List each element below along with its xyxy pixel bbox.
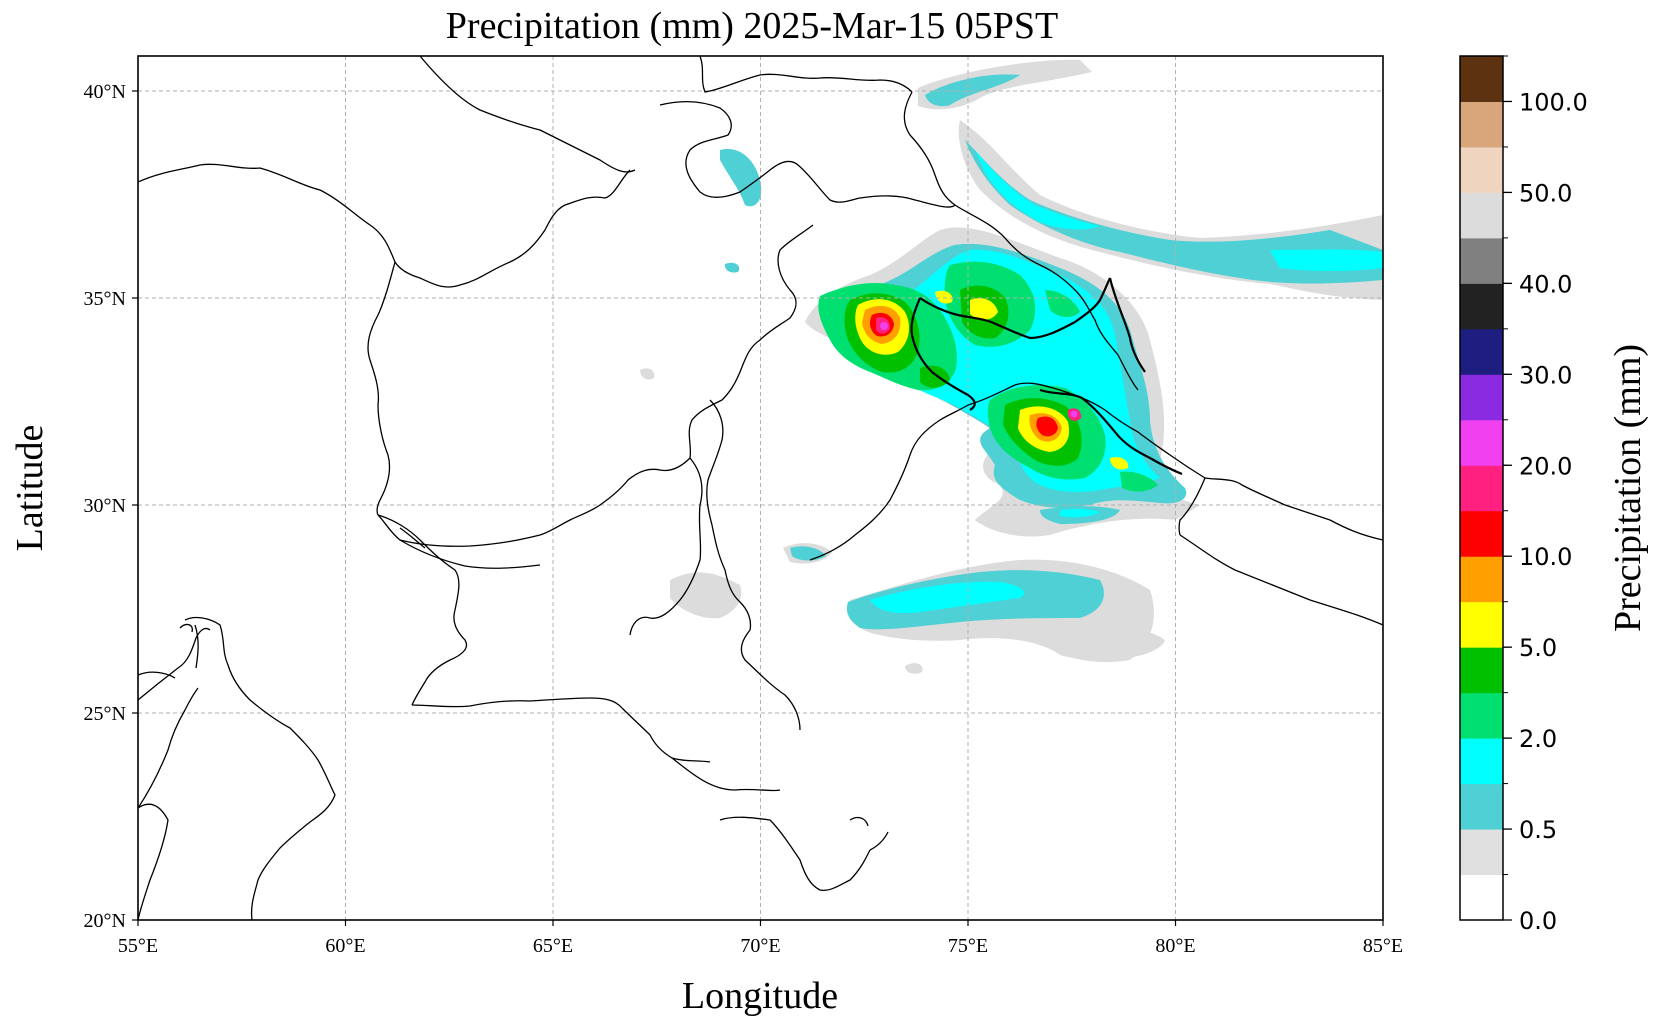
colorbar-tick-label: 10.0 [1519,543,1572,571]
colorbar-segment [1460,283,1503,330]
colorbar-segment [1460,56,1503,102]
colorbar-segment [1460,829,1503,876]
gridlines [138,56,1383,920]
x-tick-label: 60°E [325,935,365,957]
precipitation-field [640,59,1383,674]
y-axis-label: Latitude [9,425,51,552]
x-tick-label: 65°E [533,935,573,957]
colorbar-segment [1460,874,1503,921]
colorbar-label: Precipitation (mm) [1607,344,1649,632]
colorbar-segment [1460,783,1503,830]
x-tick-label: 85°E [1363,935,1403,957]
colorbar-segment [1460,692,1503,739]
x-tick-label: 75°E [948,935,988,957]
x-tick-label: 70°E [740,935,780,957]
colorbar [1459,55,1508,921]
colorbar-tick-label: 0.5 [1519,816,1557,844]
country-borders [138,56,1383,920]
y-tick-labels: 20°N 25°N 30°N 35°N 40°N [84,81,126,932]
colorbar-tick-label: 40.0 [1519,270,1572,298]
colorbar-tick-label: 50.0 [1519,179,1572,207]
x-tick-label: 80°E [1155,935,1195,957]
x-axis-label: Longitude [682,975,838,1017]
y-tick-label: 20°N [84,910,126,932]
colorbar-segment [1460,146,1503,193]
colorbar-segment [1460,374,1503,421]
colorbar-segment [1460,510,1503,557]
y-tick-label: 35°N [84,288,126,310]
precip-max-areas [880,322,1078,418]
colorbar-segment [1460,192,1503,239]
colorbar-segment [1460,419,1503,466]
colorbar-segment [1460,738,1503,785]
colorbar-segment [1460,556,1503,603]
colorbar-segment [1460,101,1503,148]
colorbar-segment [1460,328,1503,375]
colorbar-segment [1460,647,1503,694]
colorbar-segment [1460,237,1503,284]
y-tick-label: 30°N [84,495,126,517]
y-tick-label: 40°N [84,81,126,103]
y-tick-label: 25°N [84,703,126,725]
x-tick-label: 55°E [118,935,158,957]
colorbar-tick-label: 100.0 [1519,88,1588,116]
x-tick-labels: 55°E 60°E 65°E 70°E 75°E 80°E 85°E [118,935,1403,957]
axis-tick-marks [132,90,1384,926]
colorbar-tick-label: 30.0 [1519,361,1572,389]
colorbar-frame [1459,55,1504,921]
colorbar-segment [1460,465,1503,512]
colorbar-tick-labels: 0.0 0.5 2.0 5.0 10.0 20.0 30.0 40.0 50.0 100.0 [1503,88,1588,935]
colorbar-tick-label: 20.0 [1519,452,1572,480]
colorbar-tick-label: 0.0 [1519,907,1557,935]
colorbar-tick-label: 5.0 [1519,634,1557,662]
colorbar-tick-label: 2.0 [1519,725,1557,753]
chart-title: Precipitation (mm) 2025-Mar-15 05PST [446,5,1058,47]
colorbar-segment [1460,601,1503,648]
